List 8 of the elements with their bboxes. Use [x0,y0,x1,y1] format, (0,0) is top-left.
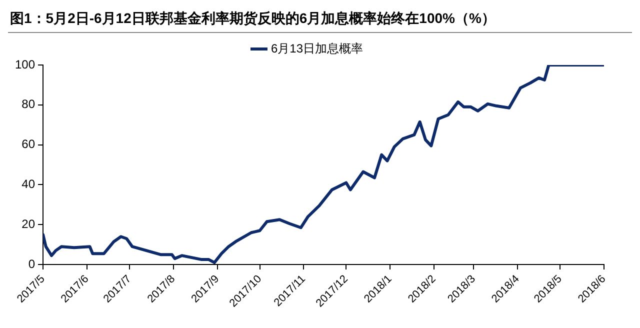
y-tick-label: 80 [22,97,36,112]
legend-label: 6月13日加息概率 [270,41,364,56]
y-tick-label: 60 [22,137,36,152]
y-tick-label: 100 [14,57,36,72]
y-tick-label: 20 [22,216,36,231]
chart-title: 图1：5月2日-6月12日联邦基金利率期货反映的6月加息概率始终在100%（%） [8,8,632,33]
y-tick-label: 40 [22,177,36,192]
y-tick-label: 0 [28,256,36,271]
